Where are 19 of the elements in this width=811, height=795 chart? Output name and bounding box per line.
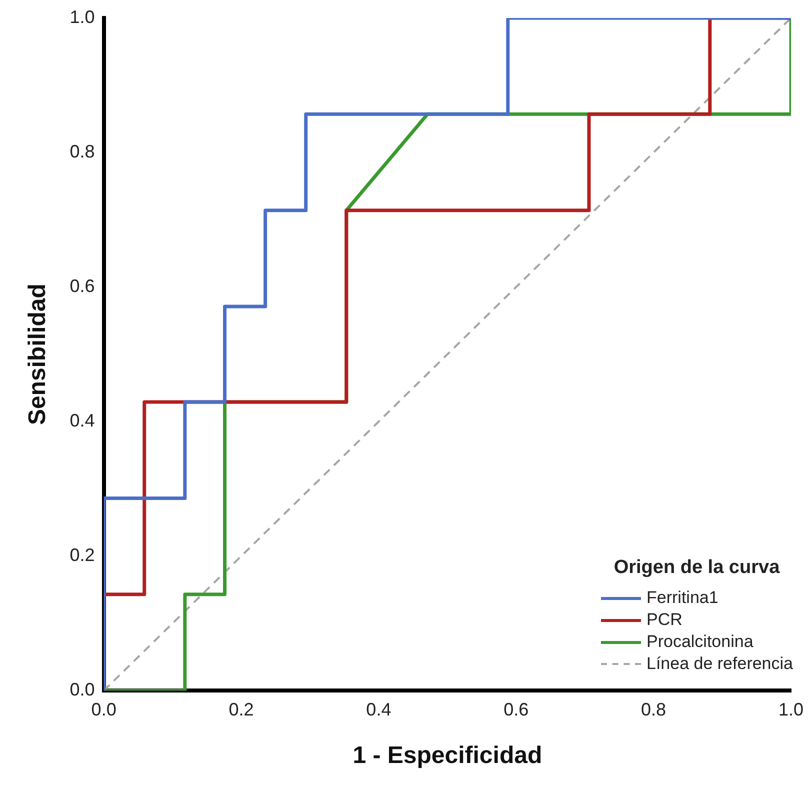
y-tick-label: 0.0: [70, 680, 95, 700]
y-tick-label: 0.6: [70, 276, 95, 296]
y-axis-title: Sensibilidad: [24, 284, 52, 425]
x-axis-title: 1 - Especificidad: [352, 742, 542, 770]
y-tick-label: 0.2: [70, 545, 95, 566]
legend-label: Línea de referencia: [646, 654, 793, 674]
y-tick-label: 0.8: [70, 141, 95, 162]
x-tick-label: 0.6: [504, 699, 529, 720]
x-tick-label: 0.2: [228, 699, 254, 720]
x-tick-label: 0.4: [366, 699, 392, 720]
legend-label: Ferritina1: [646, 588, 718, 608]
legend-label: Procalcitonina: [646, 632, 754, 652]
legend-label: PCR: [646, 610, 682, 630]
y-tick-label: 1.0: [70, 6, 95, 27]
x-tick-label: 0.8: [641, 699, 666, 720]
x-tick-label: 1.0: [778, 699, 804, 720]
y-tick-label: 0.4: [70, 410, 95, 431]
x-tick-label: 0.0: [91, 699, 116, 720]
legend-title: Origen de la curva: [612, 557, 781, 579]
